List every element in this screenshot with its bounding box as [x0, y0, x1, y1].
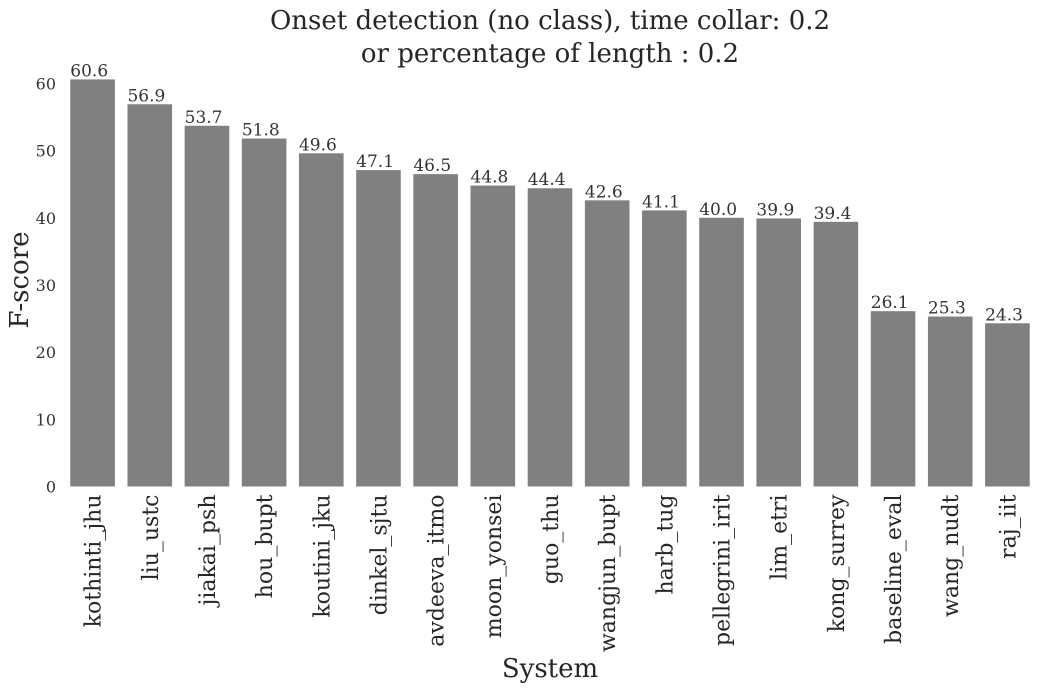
- x-tick-label-avdeeva_itmo: avdeeva_itmo: [425, 495, 450, 647]
- data-label-dinkel_sjtu: 47.1: [356, 152, 394, 172]
- y-tick-label: 60: [36, 74, 56, 93]
- data-label-wang_nudt: 25.3: [928, 299, 966, 319]
- x-tick-label-hou_bupt: hou_bupt: [253, 494, 278, 598]
- x-tick-label-lim_etri: lim_etri: [768, 495, 793, 580]
- x-tick-label-dinkel_sjtu: dinkel_sjtu: [367, 495, 392, 616]
- bar-raj_iit: [985, 323, 1030, 487]
- bar-kong_surrey: [813, 221, 859, 487]
- x-tick-label-kong_surrey: kong_surrey: [825, 494, 850, 632]
- x-tick-label-kothinti_jhu: kothinti_jhu: [82, 495, 107, 628]
- y-tick-label: 50: [36, 142, 56, 161]
- data-labels: 60.6 56.9 53.7 51.8 49.6 47.1 46.5 44.8 44.4 42.6…: [70, 61, 1023, 325]
- data-label-wangjun_bupt: 42.6: [585, 182, 623, 202]
- x-tick-label-wang_nudt: wang_nudt: [939, 494, 964, 617]
- bar-dinkel_sjtu: [356, 170, 401, 487]
- data-label-avdeeva_itmo: 46.5: [413, 156, 451, 176]
- x-tick-label-moon_yonsei: moon_yonsei: [482, 495, 507, 639]
- x-tick-label-pellegrini_irit: pellegrini_irit: [711, 494, 736, 646]
- bar-pellegrini_irit: [699, 217, 744, 487]
- data-label-baseline_eval: 26.1: [871, 293, 909, 313]
- data-label-guo_thu: 44.4: [528, 170, 566, 190]
- y-tick-label: 0: [46, 478, 56, 497]
- bar-jiakai_psh: [184, 125, 230, 487]
- bar-liu_ustc: [127, 104, 173, 487]
- y-tick-label: 10: [36, 410, 56, 429]
- bars: [70, 79, 1030, 487]
- data-label-hou_bupt: 51.8: [242, 121, 280, 141]
- bar-baseline_eval: [870, 311, 916, 487]
- bar-moon_yonsei: [470, 185, 516, 487]
- bar-hou_bupt: [241, 138, 287, 487]
- bar-wangjun_bupt: [584, 200, 630, 487]
- x-tick-label-liu_ustc: liu_ustc: [139, 495, 164, 581]
- bar-harb_tug: [642, 210, 687, 487]
- bar-lim_etri: [756, 218, 802, 487]
- data-label-moon_yonsei: 44.8: [471, 168, 509, 188]
- bar-avdeeva_itmo: [413, 174, 458, 487]
- chart-title-line-2: or percentage of length : 0.2: [361, 39, 739, 69]
- y-tick-label: 40: [36, 209, 56, 228]
- y-tick-label: 30: [36, 276, 56, 295]
- data-label-kong_surrey: 39.4: [814, 204, 852, 224]
- x-tick-label-guo_thu: guo_thu: [539, 495, 564, 585]
- x-tick-label-wangjun_bupt: wangjun_bupt: [596, 494, 621, 652]
- data-label-harb_tug: 41.1: [642, 192, 680, 212]
- chart-title-line-1: Onset detection (no class), time collar:…: [270, 6, 830, 36]
- bar-guo_thu: [527, 188, 573, 487]
- bar-wang_nudt: [927, 316, 973, 487]
- x-tick-label-harb_tug: harb_tug: [653, 495, 678, 595]
- x-tick-label-koutini_jku: koutini_jku: [310, 495, 335, 618]
- data-label-kothinti_jhu: 60.6: [70, 61, 108, 81]
- x-tick-label-raj_iit: raj_iit: [996, 494, 1021, 559]
- x-axis-label: System: [502, 654, 598, 684]
- bar-koutini_jku: [298, 153, 344, 487]
- y-axis-label: F-score: [5, 231, 35, 328]
- data-label-raj_iit: 24.3: [985, 305, 1023, 325]
- data-label-koutini_jku: 49.6: [299, 135, 337, 155]
- x-tick-label-baseline_eval: baseline_eval: [882, 495, 907, 644]
- data-label-lim_etri: 39.9: [756, 200, 794, 220]
- data-label-liu_ustc: 56.9: [127, 86, 165, 106]
- data-label-jiakai_psh: 53.7: [185, 108, 223, 128]
- y-axis-ticks: 0 10 20 30 40 50 60: [36, 74, 56, 496]
- data-label-pellegrini_irit: 40.0: [699, 200, 737, 220]
- category-labels: kothinti_jhu liu_ustc jiakai_psh hou_bupt ko…: [82, 494, 1022, 652]
- bar-kothinti_jhu: [70, 79, 115, 487]
- y-tick-label: 20: [36, 343, 56, 362]
- x-tick-label-jiakai_psh: jiakai_psh: [196, 495, 221, 609]
